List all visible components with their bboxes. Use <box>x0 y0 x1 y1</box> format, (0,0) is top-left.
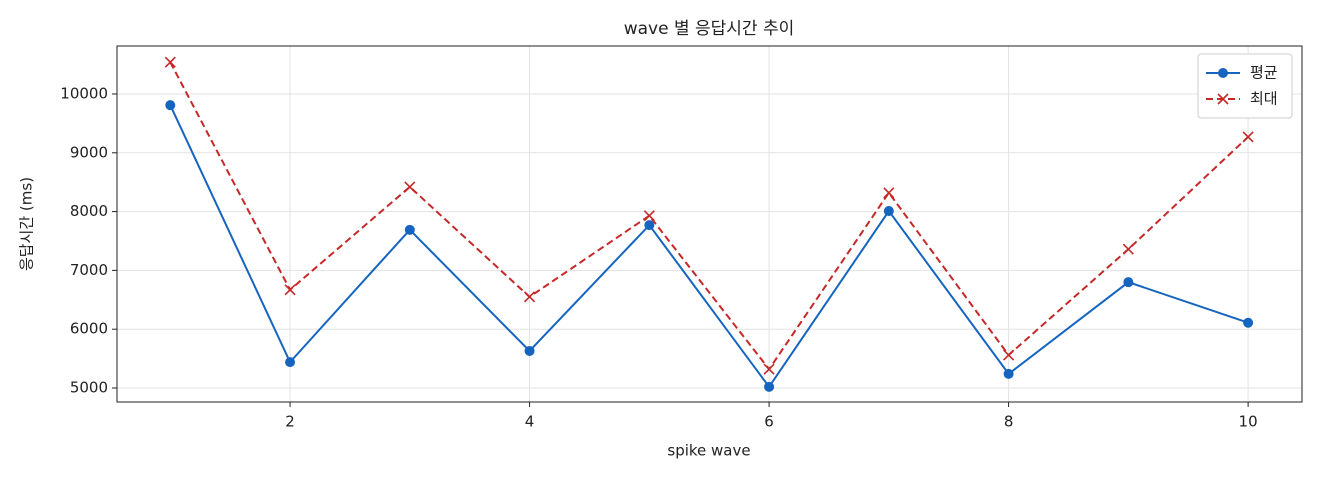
marker <box>284 284 296 296</box>
marker <box>763 363 775 375</box>
plot-frame <box>116 45 1303 403</box>
marker <box>1003 349 1015 361</box>
marker <box>165 100 176 111</box>
marker <box>764 381 775 392</box>
x-tick-label: 8 <box>1004 413 1014 431</box>
y-tick-label: 9000 <box>70 143 108 161</box>
y-tick-label: 8000 <box>70 202 108 220</box>
marker <box>644 220 655 231</box>
marker <box>1243 317 1254 328</box>
marker <box>1218 68 1228 78</box>
marker <box>1242 131 1254 143</box>
y-tick-label: 5000 <box>70 379 108 397</box>
marker <box>523 291 536 303</box>
marker <box>524 345 535 356</box>
chart-title: wave 별 응답시간 추이 <box>624 19 795 39</box>
marker <box>1122 243 1134 255</box>
marker <box>285 357 296 368</box>
legend-label: 최대 <box>1250 90 1278 108</box>
marker <box>1217 93 1229 105</box>
x-tick-label: 2 <box>285 413 295 431</box>
x-axis-label: spike wave <box>667 442 750 460</box>
series-line <box>169 104 1249 389</box>
marker <box>883 187 895 199</box>
y-tick-label: 10000 <box>60 84 108 102</box>
marker <box>404 224 415 235</box>
x-tick-label: 10 <box>1239 413 1258 431</box>
marker <box>1123 277 1134 288</box>
marker <box>883 206 894 217</box>
y-axis-label: 응답시간 (ms) <box>18 177 36 271</box>
marker <box>404 181 416 193</box>
legend-label: 평균 <box>1250 64 1278 82</box>
legend-box <box>1197 53 1293 119</box>
x-tick-label: 6 <box>764 413 774 431</box>
x-tick-label: 4 <box>525 413 535 431</box>
marker <box>164 56 176 68</box>
y-tick-label: 7000 <box>70 261 108 279</box>
series-line <box>169 61 1249 371</box>
marker <box>643 210 655 222</box>
marker <box>1003 368 1014 379</box>
y-tick-label: 6000 <box>70 320 108 338</box>
